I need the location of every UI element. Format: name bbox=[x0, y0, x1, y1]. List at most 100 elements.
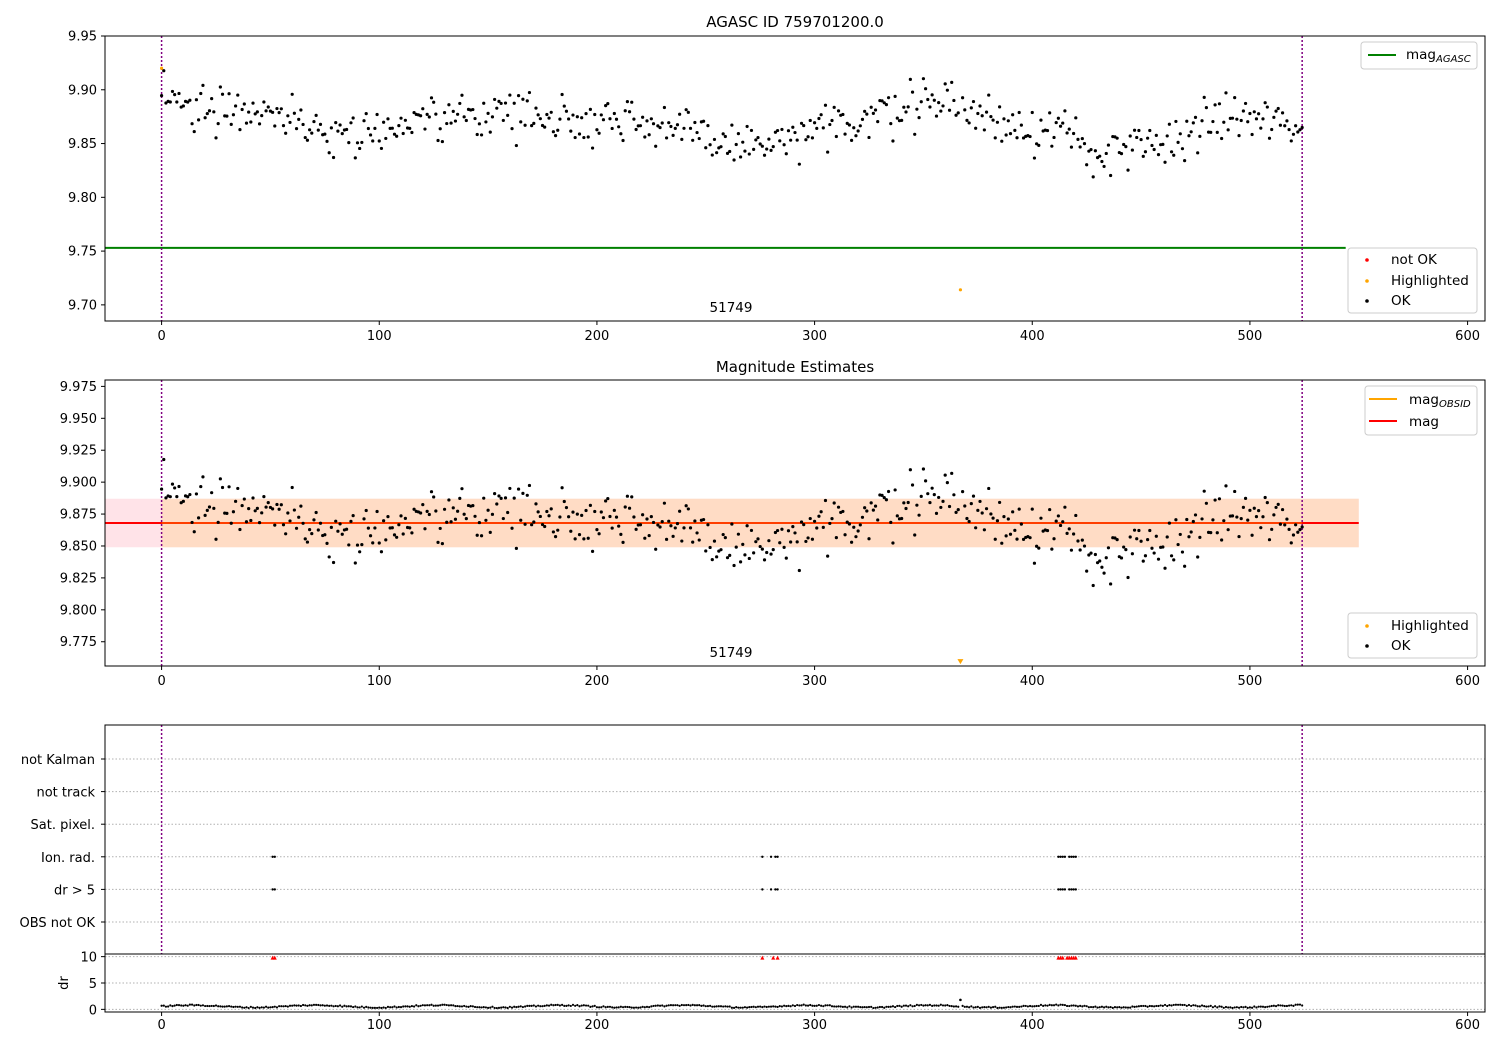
dr-point bbox=[667, 1004, 670, 1007]
ok-point bbox=[577, 132, 582, 136]
ok-point bbox=[612, 508, 616, 512]
ok-point bbox=[194, 98, 199, 102]
dr-point bbox=[822, 1005, 825, 1008]
ok-point bbox=[926, 492, 930, 496]
ok-point bbox=[1274, 505, 1278, 510]
legend-ok-label: OK bbox=[1391, 293, 1412, 309]
dr-point bbox=[380, 1006, 383, 1010]
dr-point bbox=[484, 1006, 488, 1009]
ok-point bbox=[408, 526, 412, 530]
panel1-xtick-label: 200 bbox=[585, 329, 610, 344]
ok-point bbox=[799, 520, 804, 524]
ok-point bbox=[336, 129, 340, 133]
dr-point bbox=[432, 1004, 435, 1007]
ok-point bbox=[410, 130, 414, 135]
ok-point bbox=[1106, 546, 1111, 550]
ok-point bbox=[604, 499, 608, 503]
dr-point bbox=[854, 1005, 858, 1008]
panel1-ytick-label: 9.95 bbox=[68, 30, 97, 45]
ok-point bbox=[664, 537, 669, 541]
ok-point bbox=[1037, 546, 1041, 550]
dr5-flag-point bbox=[1070, 888, 1073, 891]
ok-point bbox=[1021, 537, 1026, 541]
dr-point bbox=[1283, 1004, 1286, 1008]
ok-point bbox=[762, 153, 767, 157]
ok-point bbox=[952, 98, 956, 103]
ok-point bbox=[1161, 545, 1165, 549]
ok-point bbox=[447, 498, 451, 502]
dr-point bbox=[617, 1006, 620, 1009]
ok-point bbox=[836, 109, 841, 113]
ok-point bbox=[580, 116, 584, 120]
dr-point bbox=[1122, 1006, 1125, 1009]
dr-point bbox=[297, 1004, 300, 1007]
ok-point bbox=[595, 528, 599, 532]
dr-point bbox=[709, 1004, 712, 1007]
ion-rad-flag-point bbox=[273, 855, 276, 858]
ok-point bbox=[593, 112, 597, 117]
dr-point bbox=[260, 1006, 263, 1009]
dr-point bbox=[563, 1004, 566, 1007]
ok-point bbox=[775, 528, 780, 533]
ok-point bbox=[769, 148, 773, 152]
ok-point bbox=[220, 485, 225, 490]
dr-point bbox=[469, 1005, 472, 1008]
dr-point bbox=[269, 1006, 272, 1009]
ok-point bbox=[1265, 501, 1269, 505]
dr-point bbox=[1000, 1006, 1003, 1009]
ok-point bbox=[1115, 136, 1119, 140]
ok-point bbox=[1233, 96, 1237, 100]
dr-point bbox=[748, 1006, 751, 1009]
dr-point bbox=[415, 1004, 418, 1007]
ok-point bbox=[519, 518, 523, 522]
ok-point bbox=[1165, 134, 1169, 138]
dr-point bbox=[872, 1006, 875, 1010]
dr-point bbox=[251, 1006, 255, 1009]
dr5-flag-point bbox=[1057, 888, 1060, 891]
ok-point bbox=[567, 515, 571, 519]
ok-point bbox=[1122, 545, 1126, 549]
ok-point bbox=[1291, 132, 1296, 136]
ok-point bbox=[336, 529, 340, 533]
ok-point bbox=[316, 528, 320, 532]
ok-point bbox=[353, 561, 357, 565]
dr-point bbox=[1028, 1004, 1032, 1008]
ok-point bbox=[721, 532, 725, 537]
dr5-flag-point bbox=[273, 888, 276, 891]
ok-point bbox=[976, 508, 980, 512]
dr-point bbox=[169, 1004, 172, 1007]
dr-point bbox=[190, 1003, 194, 1006]
ok-point bbox=[706, 124, 710, 128]
ok-point bbox=[392, 533, 397, 537]
dr-point bbox=[371, 1006, 374, 1010]
dr-point bbox=[824, 1004, 827, 1007]
ok-point bbox=[1294, 124, 1298, 128]
dr-point bbox=[454, 1005, 457, 1008]
ok-point bbox=[606, 496, 610, 501]
legend-not-ok-marker bbox=[1365, 258, 1369, 262]
ok-point bbox=[712, 137, 717, 142]
dr-point bbox=[946, 1004, 949, 1007]
ok-point bbox=[501, 516, 505, 521]
ok-point bbox=[397, 523, 401, 527]
legend-ok-marker bbox=[1365, 644, 1369, 648]
ok-point bbox=[551, 530, 555, 534]
dr-ytick-label: 0 bbox=[89, 1003, 97, 1018]
ok-point bbox=[499, 101, 503, 106]
ok-point bbox=[218, 85, 222, 89]
ok-point bbox=[527, 483, 532, 488]
dr-point bbox=[948, 1004, 951, 1008]
ok-point bbox=[1198, 134, 1202, 138]
dr-point bbox=[1011, 1005, 1014, 1008]
ok-point bbox=[1137, 128, 1141, 133]
ok-point bbox=[860, 515, 865, 519]
ok-point bbox=[362, 119, 366, 123]
ok-point bbox=[284, 532, 288, 536]
dr-point bbox=[478, 1006, 481, 1009]
ok-point bbox=[1006, 517, 1010, 521]
ok-point bbox=[873, 504, 878, 508]
ok-point bbox=[680, 539, 684, 543]
ok-point bbox=[366, 126, 370, 131]
ok-point bbox=[225, 114, 229, 118]
ok-point bbox=[795, 138, 799, 142]
